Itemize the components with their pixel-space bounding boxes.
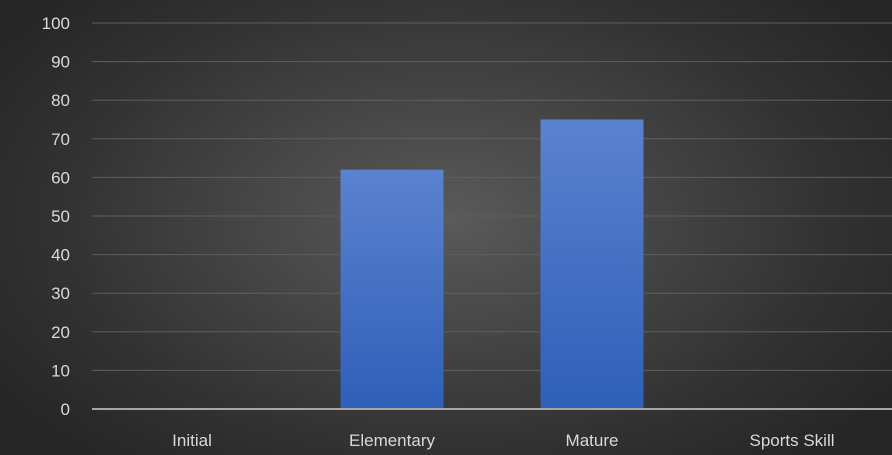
y-tick-label: 0 xyxy=(61,400,70,419)
y-tick-label: 10 xyxy=(51,361,70,380)
x-tick-label: Sports Skill xyxy=(749,431,834,450)
y-tick-label: 60 xyxy=(51,168,70,187)
gridlines xyxy=(92,22,892,371)
y-tick-label: 80 xyxy=(51,91,70,110)
y-tick-label: 40 xyxy=(51,246,70,265)
bar-mature xyxy=(540,119,644,409)
y-axis-tick-labels: 0 10 20 30 40 50 60 70 80 90 100 xyxy=(42,14,70,419)
x-tick-label: Elementary xyxy=(349,431,435,450)
x-tick-label: Mature xyxy=(566,431,619,450)
y-tick-label: 20 xyxy=(51,323,70,342)
y-tick-label: 30 xyxy=(51,284,70,303)
y-tick-label: 100 xyxy=(42,14,70,33)
bar-elementary xyxy=(340,169,444,409)
y-tick-label: 90 xyxy=(51,53,70,72)
y-tick-label: 50 xyxy=(51,207,70,226)
bars xyxy=(340,119,644,409)
x-axis-tick-labels: Initial Elementary Mature Sports Skill xyxy=(172,431,834,450)
x-tick-label: Initial xyxy=(172,431,212,450)
y-tick-label: 70 xyxy=(51,130,70,149)
